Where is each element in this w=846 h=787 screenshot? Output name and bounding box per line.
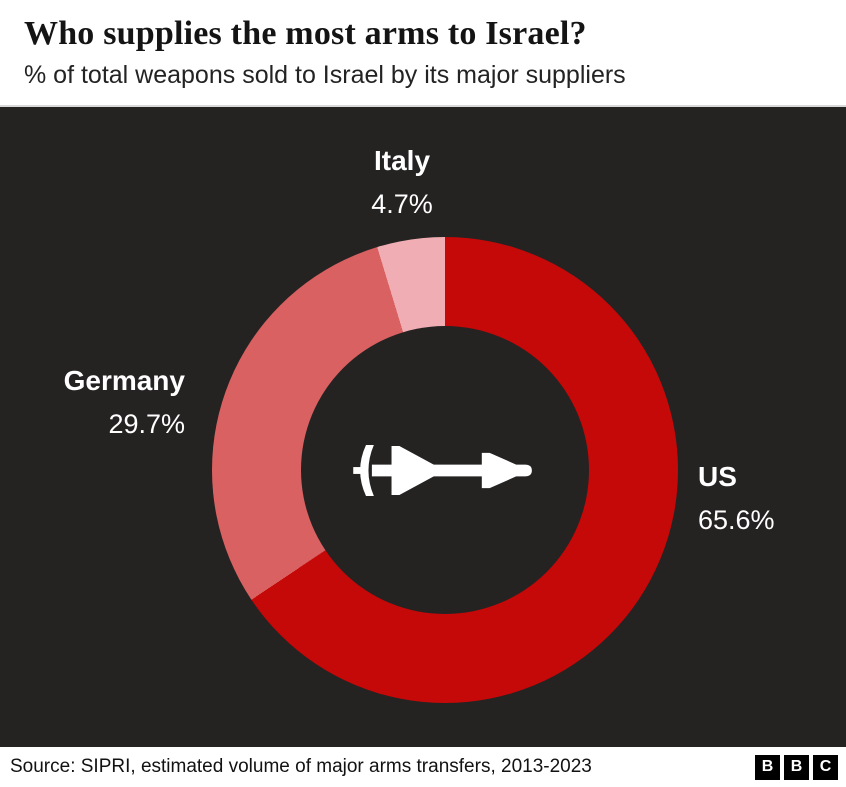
bbc-logo-block-b1: B <box>755 754 780 780</box>
footer: Source: SIPRI, estimated volume of major… <box>0 747 846 787</box>
missile-icon <box>352 444 532 496</box>
slice-label-us: US 65.6% <box>698 459 838 539</box>
slice-value-italy: 4.7% <box>371 188 433 219</box>
slice-label-italy: Italy 4.7% <box>317 143 487 223</box>
slice-label-germany: Germany 29.7% <box>0 363 185 443</box>
header: Who supplies the most arms to Israel? % … <box>0 0 846 105</box>
bbc-logo-block-c: C <box>813 754 838 780</box>
slice-value-germany: 29.7% <box>108 408 185 439</box>
header-divider <box>0 105 846 107</box>
donut-chart-panel: Italy 4.7% Germany 29.7% US 65.6% <box>0 107 846 747</box>
page-title: Who supplies the most arms to Israel? <box>24 15 587 52</box>
donut-hole <box>301 326 589 614</box>
slice-name-italy: Italy <box>373 145 431 176</box>
bbc-logo-block-b2: B <box>784 754 809 780</box>
page-subtitle: % of total weapons sold to Israel by its… <box>24 61 626 90</box>
source-text: Source: SIPRI, estimated volume of major… <box>10 756 592 777</box>
slice-name-germany: Germany <box>63 365 185 396</box>
donut-ring <box>212 237 678 703</box>
bbc-logo: B B C <box>755 754 838 780</box>
slice-value-us: 65.6% <box>698 504 775 535</box>
slice-name-us: US <box>698 461 737 492</box>
